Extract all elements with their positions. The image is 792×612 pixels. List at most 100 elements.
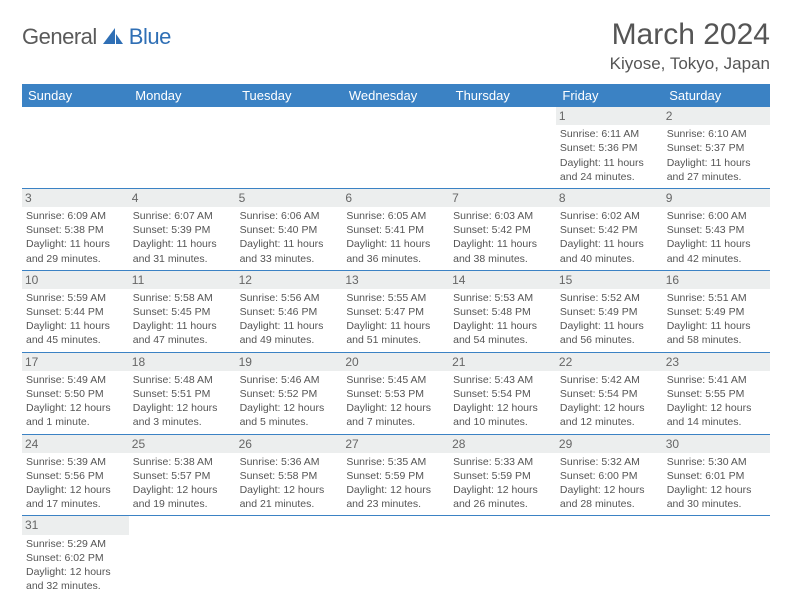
daylight-text: and 32 minutes. xyxy=(26,579,125,593)
daylight-text: and 58 minutes. xyxy=(667,333,766,347)
day-number: 16 xyxy=(663,271,770,289)
daylight-text: and 38 minutes. xyxy=(453,252,552,266)
day-number: 30 xyxy=(663,435,770,453)
calendar-cell: 6Sunrise: 6:05 AMSunset: 5:41 PMDaylight… xyxy=(342,188,449,270)
daylight-text: Daylight: 11 hours xyxy=(667,156,766,170)
sunrise-text: Sunrise: 5:41 AM xyxy=(667,373,766,387)
sunset-text: Sunset: 5:56 PM xyxy=(26,469,125,483)
sunrise-text: Sunrise: 5:38 AM xyxy=(133,455,232,469)
calendar-cell-empty xyxy=(449,107,556,188)
day-number: 31 xyxy=(22,516,129,534)
sunrise-text: Sunrise: 6:07 AM xyxy=(133,209,232,223)
sunrise-text: Sunrise: 6:02 AM xyxy=(560,209,659,223)
calendar-row: 1Sunrise: 6:11 AMSunset: 5:36 PMDaylight… xyxy=(22,107,770,188)
calendar-cell: 22Sunrise: 5:42 AMSunset: 5:54 PMDayligh… xyxy=(556,352,663,434)
daylight-text: Daylight: 11 hours xyxy=(453,319,552,333)
weekday-header: Thursday xyxy=(449,84,556,107)
calendar-cell: 27Sunrise: 5:35 AMSunset: 5:59 PMDayligh… xyxy=(342,434,449,516)
calendar-cell: 23Sunrise: 5:41 AMSunset: 5:55 PMDayligh… xyxy=(663,352,770,434)
daylight-text: Daylight: 12 hours xyxy=(453,401,552,415)
sunrise-text: Sunrise: 6:09 AM xyxy=(26,209,125,223)
calendar-cell: 28Sunrise: 5:33 AMSunset: 5:59 PMDayligh… xyxy=(449,434,556,516)
calendar-cell-empty xyxy=(449,516,556,597)
sunrise-text: Sunrise: 5:39 AM xyxy=(26,455,125,469)
calendar-cell-empty xyxy=(22,107,129,188)
sunset-text: Sunset: 5:47 PM xyxy=(346,305,445,319)
daylight-text: and 19 minutes. xyxy=(133,497,232,511)
daylight-text: Daylight: 11 hours xyxy=(346,237,445,251)
calendar-cell: 29Sunrise: 5:32 AMSunset: 6:00 PMDayligh… xyxy=(556,434,663,516)
calendar-cell: 3Sunrise: 6:09 AMSunset: 5:38 PMDaylight… xyxy=(22,188,129,270)
daylight-text: and 30 minutes. xyxy=(667,497,766,511)
day-number: 1 xyxy=(556,107,663,125)
daylight-text: and 12 minutes. xyxy=(560,415,659,429)
day-number: 18 xyxy=(129,353,236,371)
daylight-text: Daylight: 12 hours xyxy=(133,401,232,415)
weekday-header: Monday xyxy=(129,84,236,107)
daylight-text: Daylight: 11 hours xyxy=(133,237,232,251)
sunrise-text: Sunrise: 5:56 AM xyxy=(240,291,339,305)
daylight-text: Daylight: 11 hours xyxy=(133,319,232,333)
calendar-cell-empty xyxy=(129,107,236,188)
calendar-cell: 8Sunrise: 6:02 AMSunset: 5:42 PMDaylight… xyxy=(556,188,663,270)
month-title: March 2024 xyxy=(610,18,770,52)
day-number: 7 xyxy=(449,189,556,207)
weekday-header: Wednesday xyxy=(342,84,449,107)
sunrise-text: Sunrise: 5:30 AM xyxy=(667,455,766,469)
daylight-text: Daylight: 11 hours xyxy=(560,156,659,170)
day-number: 4 xyxy=(129,189,236,207)
sunrise-text: Sunrise: 5:29 AM xyxy=(26,537,125,551)
weekday-header: Tuesday xyxy=(236,84,343,107)
sunset-text: Sunset: 5:49 PM xyxy=(667,305,766,319)
weekday-header: Friday xyxy=(556,84,663,107)
sunset-text: Sunset: 6:01 PM xyxy=(667,469,766,483)
location: Kiyose, Tokyo, Japan xyxy=(610,54,770,74)
sunset-text: Sunset: 5:45 PM xyxy=(133,305,232,319)
day-number: 5 xyxy=(236,189,343,207)
calendar-cell: 15Sunrise: 5:52 AMSunset: 5:49 PMDayligh… xyxy=(556,270,663,352)
daylight-text: Daylight: 12 hours xyxy=(240,401,339,415)
weekday-header: Sunday xyxy=(22,84,129,107)
daylight-text: and 24 minutes. xyxy=(560,170,659,184)
daylight-text: and 23 minutes. xyxy=(346,497,445,511)
calendar-cell: 21Sunrise: 5:43 AMSunset: 5:54 PMDayligh… xyxy=(449,352,556,434)
sunset-text: Sunset: 5:50 PM xyxy=(26,387,125,401)
daylight-text: Daylight: 11 hours xyxy=(453,237,552,251)
calendar-cell: 18Sunrise: 5:48 AMSunset: 5:51 PMDayligh… xyxy=(129,352,236,434)
day-number: 9 xyxy=(663,189,770,207)
sunrise-text: Sunrise: 5:45 AM xyxy=(346,373,445,387)
day-number: 26 xyxy=(236,435,343,453)
day-number: 10 xyxy=(22,271,129,289)
calendar-cell: 30Sunrise: 5:30 AMSunset: 6:01 PMDayligh… xyxy=(663,434,770,516)
day-number: 27 xyxy=(342,435,449,453)
daylight-text: and 10 minutes. xyxy=(453,415,552,429)
day-number: 12 xyxy=(236,271,343,289)
sunset-text: Sunset: 5:46 PM xyxy=(240,305,339,319)
sunset-text: Sunset: 5:41 PM xyxy=(346,223,445,237)
calendar-cell: 26Sunrise: 5:36 AMSunset: 5:58 PMDayligh… xyxy=(236,434,343,516)
daylight-text: Daylight: 11 hours xyxy=(26,237,125,251)
sunset-text: Sunset: 5:38 PM xyxy=(26,223,125,237)
daylight-text: Daylight: 12 hours xyxy=(26,565,125,579)
daylight-text: Daylight: 12 hours xyxy=(667,401,766,415)
calendar-cell: 5Sunrise: 6:06 AMSunset: 5:40 PMDaylight… xyxy=(236,188,343,270)
sunrise-text: Sunrise: 5:33 AM xyxy=(453,455,552,469)
calendar-row: 10Sunrise: 5:59 AMSunset: 5:44 PMDayligh… xyxy=(22,270,770,352)
daylight-text: Daylight: 12 hours xyxy=(453,483,552,497)
sunrise-text: Sunrise: 6:03 AM xyxy=(453,209,552,223)
daylight-text: and 1 minute. xyxy=(26,415,125,429)
sunset-text: Sunset: 5:52 PM xyxy=(240,387,339,401)
logo-text-general: General xyxy=(22,24,97,50)
calendar-cell: 11Sunrise: 5:58 AMSunset: 5:45 PMDayligh… xyxy=(129,270,236,352)
daylight-text: and 5 minutes. xyxy=(240,415,339,429)
day-number: 21 xyxy=(449,353,556,371)
sunrise-text: Sunrise: 5:46 AM xyxy=(240,373,339,387)
daylight-text: Daylight: 11 hours xyxy=(26,319,125,333)
daylight-text: Daylight: 12 hours xyxy=(240,483,339,497)
calendar-cell-empty xyxy=(342,107,449,188)
sunrise-text: Sunrise: 5:43 AM xyxy=(453,373,552,387)
daylight-text: and 26 minutes. xyxy=(453,497,552,511)
sunset-text: Sunset: 5:53 PM xyxy=(346,387,445,401)
daylight-text: Daylight: 12 hours xyxy=(26,483,125,497)
day-number: 19 xyxy=(236,353,343,371)
